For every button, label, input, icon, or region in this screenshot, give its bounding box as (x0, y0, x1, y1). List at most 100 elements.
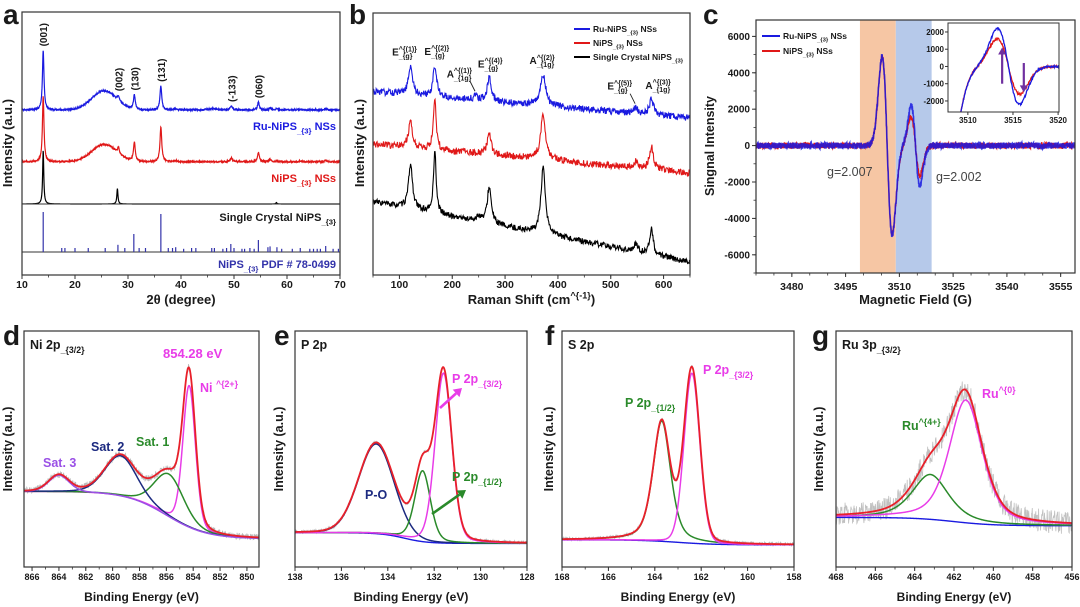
mode-label: A_{1g}^{(2)} (529, 54, 555, 69)
text-span: a (3, 0, 19, 30)
x-tick-label: 50 (228, 279, 240, 291)
x-tick-label: 10 (16, 279, 28, 291)
y-axis-title: Intensity (a.u.) (812, 407, 826, 492)
x-axis-title: Binding Energy (eV) (354, 590, 469, 604)
text-span: 850 (239, 572, 254, 582)
x-tick-label: 3480 (780, 281, 804, 293)
text-span: 0 (940, 62, 945, 71)
text-span: P 2p (452, 470, 479, 484)
panel-letter: g (812, 320, 829, 351)
x-tick-label: 300 (496, 279, 514, 291)
text-span: Raman Shift (cm (468, 292, 571, 307)
component-fit-line (562, 372, 794, 546)
text-span: 160 (740, 572, 755, 582)
text-span: ^{4+} (919, 417, 942, 427)
y-tick-label: 0 (744, 141, 750, 152)
x-axis-title: Magnetic Field (G) (859, 292, 972, 307)
text-span: 400 (549, 279, 567, 291)
text-span: 866 (25, 572, 40, 582)
y-axis-title: Singnal Intensity (703, 96, 717, 196)
text-span: Intensity (a.u.) (0, 99, 15, 187)
mode-label: E_{g}^{(1)} (392, 45, 417, 60)
xps-curves (24, 364, 259, 541)
x-tick-label: 70 (334, 279, 346, 291)
component-label: Ru^{0} (982, 385, 1016, 401)
mode-label: A_{1g}^{(3)} (645, 79, 671, 94)
text-span: _{1/2} (650, 403, 676, 413)
arrow-head-icon (998, 47, 1007, 55)
y-axis-title: Intensity (a.u.) (0, 99, 15, 187)
raman-series-line (373, 151, 690, 265)
y-axis-title: Intensity (a.u.) (542, 407, 556, 492)
text-span: 162 (694, 572, 709, 582)
raw-data-line (295, 366, 527, 545)
x-tick-label: 3525 (941, 281, 965, 293)
x-tick-label: 866 (25, 572, 40, 582)
component-fit-line (562, 420, 794, 546)
leader-line (629, 93, 636, 104)
text-span: 168 (554, 572, 569, 582)
text-span: 2θ (degree) (146, 292, 215, 307)
peak-label: (-133) (227, 75, 238, 102)
text-span: 4000 (728, 68, 751, 79)
text-span: Intensity (a.u.) (542, 407, 556, 492)
text-span: _{g} (484, 65, 499, 72)
text-span: NSs (638, 24, 657, 34)
text-span: 2000 (728, 105, 751, 116)
leader-line (469, 81, 476, 92)
text-span: _{3} (612, 45, 625, 51)
text-span: PDF # 78-0499 (258, 259, 336, 271)
text-span: Magnetic Field (G) (859, 292, 972, 307)
x-tick-label: 100 (391, 279, 409, 291)
text-span: 456 (1064, 572, 1079, 582)
text-span: NiPS (218, 259, 244, 271)
text-span: 856 (159, 572, 174, 582)
y-tick-label: 6000 (728, 32, 751, 43)
series-label: Single Crystal NiPS_{3} (219, 212, 336, 226)
envelope-fit-line (562, 365, 794, 546)
text-span: 458 (1025, 572, 1040, 582)
inset-frame (947, 22, 1060, 113)
inset-x-tick-label: 3510 (959, 116, 977, 125)
panel-letter: d (3, 320, 20, 351)
panel-title: S 2p (568, 338, 595, 352)
y-tick-label: 4000 (728, 68, 751, 79)
text-span: S 2p (568, 338, 595, 352)
text-span: 134 (380, 572, 395, 582)
text-span: E (424, 47, 431, 58)
inset-y-tick-label: 2000 (926, 28, 944, 37)
x-tick-label: 168 (554, 572, 569, 582)
text-span: 40 (175, 279, 187, 291)
text-span: -1000 (924, 80, 945, 89)
g-factor-label: g=2.002 (936, 170, 982, 184)
x-tick-label: 3510 (888, 281, 912, 293)
y-tick-label: -4000 (724, 214, 750, 225)
text-span: 600 (655, 279, 673, 291)
peak-label: (002) (114, 68, 125, 91)
highlight-band (895, 20, 932, 273)
text-span: 3525 (941, 281, 965, 293)
text-span: (002) (114, 68, 125, 91)
legend-label: Ru-NiPS_{3} NSs (783, 31, 847, 44)
legend-label: NiPS_{3} NSs (593, 38, 643, 51)
text-span: _{3} (671, 59, 684, 65)
text-span: NiPS (783, 46, 803, 56)
text-span: (131) (157, 59, 168, 82)
text-span: ^{(1)} (454, 67, 472, 75)
panel-title: Ru 3p_{3/2} (842, 338, 901, 355)
x-tick-label: 134 (380, 572, 395, 582)
text-span: _{3} (802, 53, 815, 59)
y-axis-title: Intensity (a.u.) (1, 407, 15, 492)
x-axis-title: Binding Energy (eV) (84, 590, 199, 604)
text-span: _{1g} (652, 87, 671, 94)
panel-letter: f (545, 320, 555, 351)
text-span: Binding Energy (eV) (897, 590, 1012, 604)
text-span: Ru-NiPS (593, 24, 627, 34)
component-label: P 2p_{3/2} (703, 363, 754, 380)
text-span: A (645, 81, 652, 92)
text-span: 0 (744, 141, 750, 152)
envelope-fit-line (295, 366, 527, 544)
g-factor-label: g=2.007 (827, 165, 873, 179)
inset-y-tick-label: 0 (940, 62, 945, 71)
text-span: 164 (647, 572, 662, 582)
